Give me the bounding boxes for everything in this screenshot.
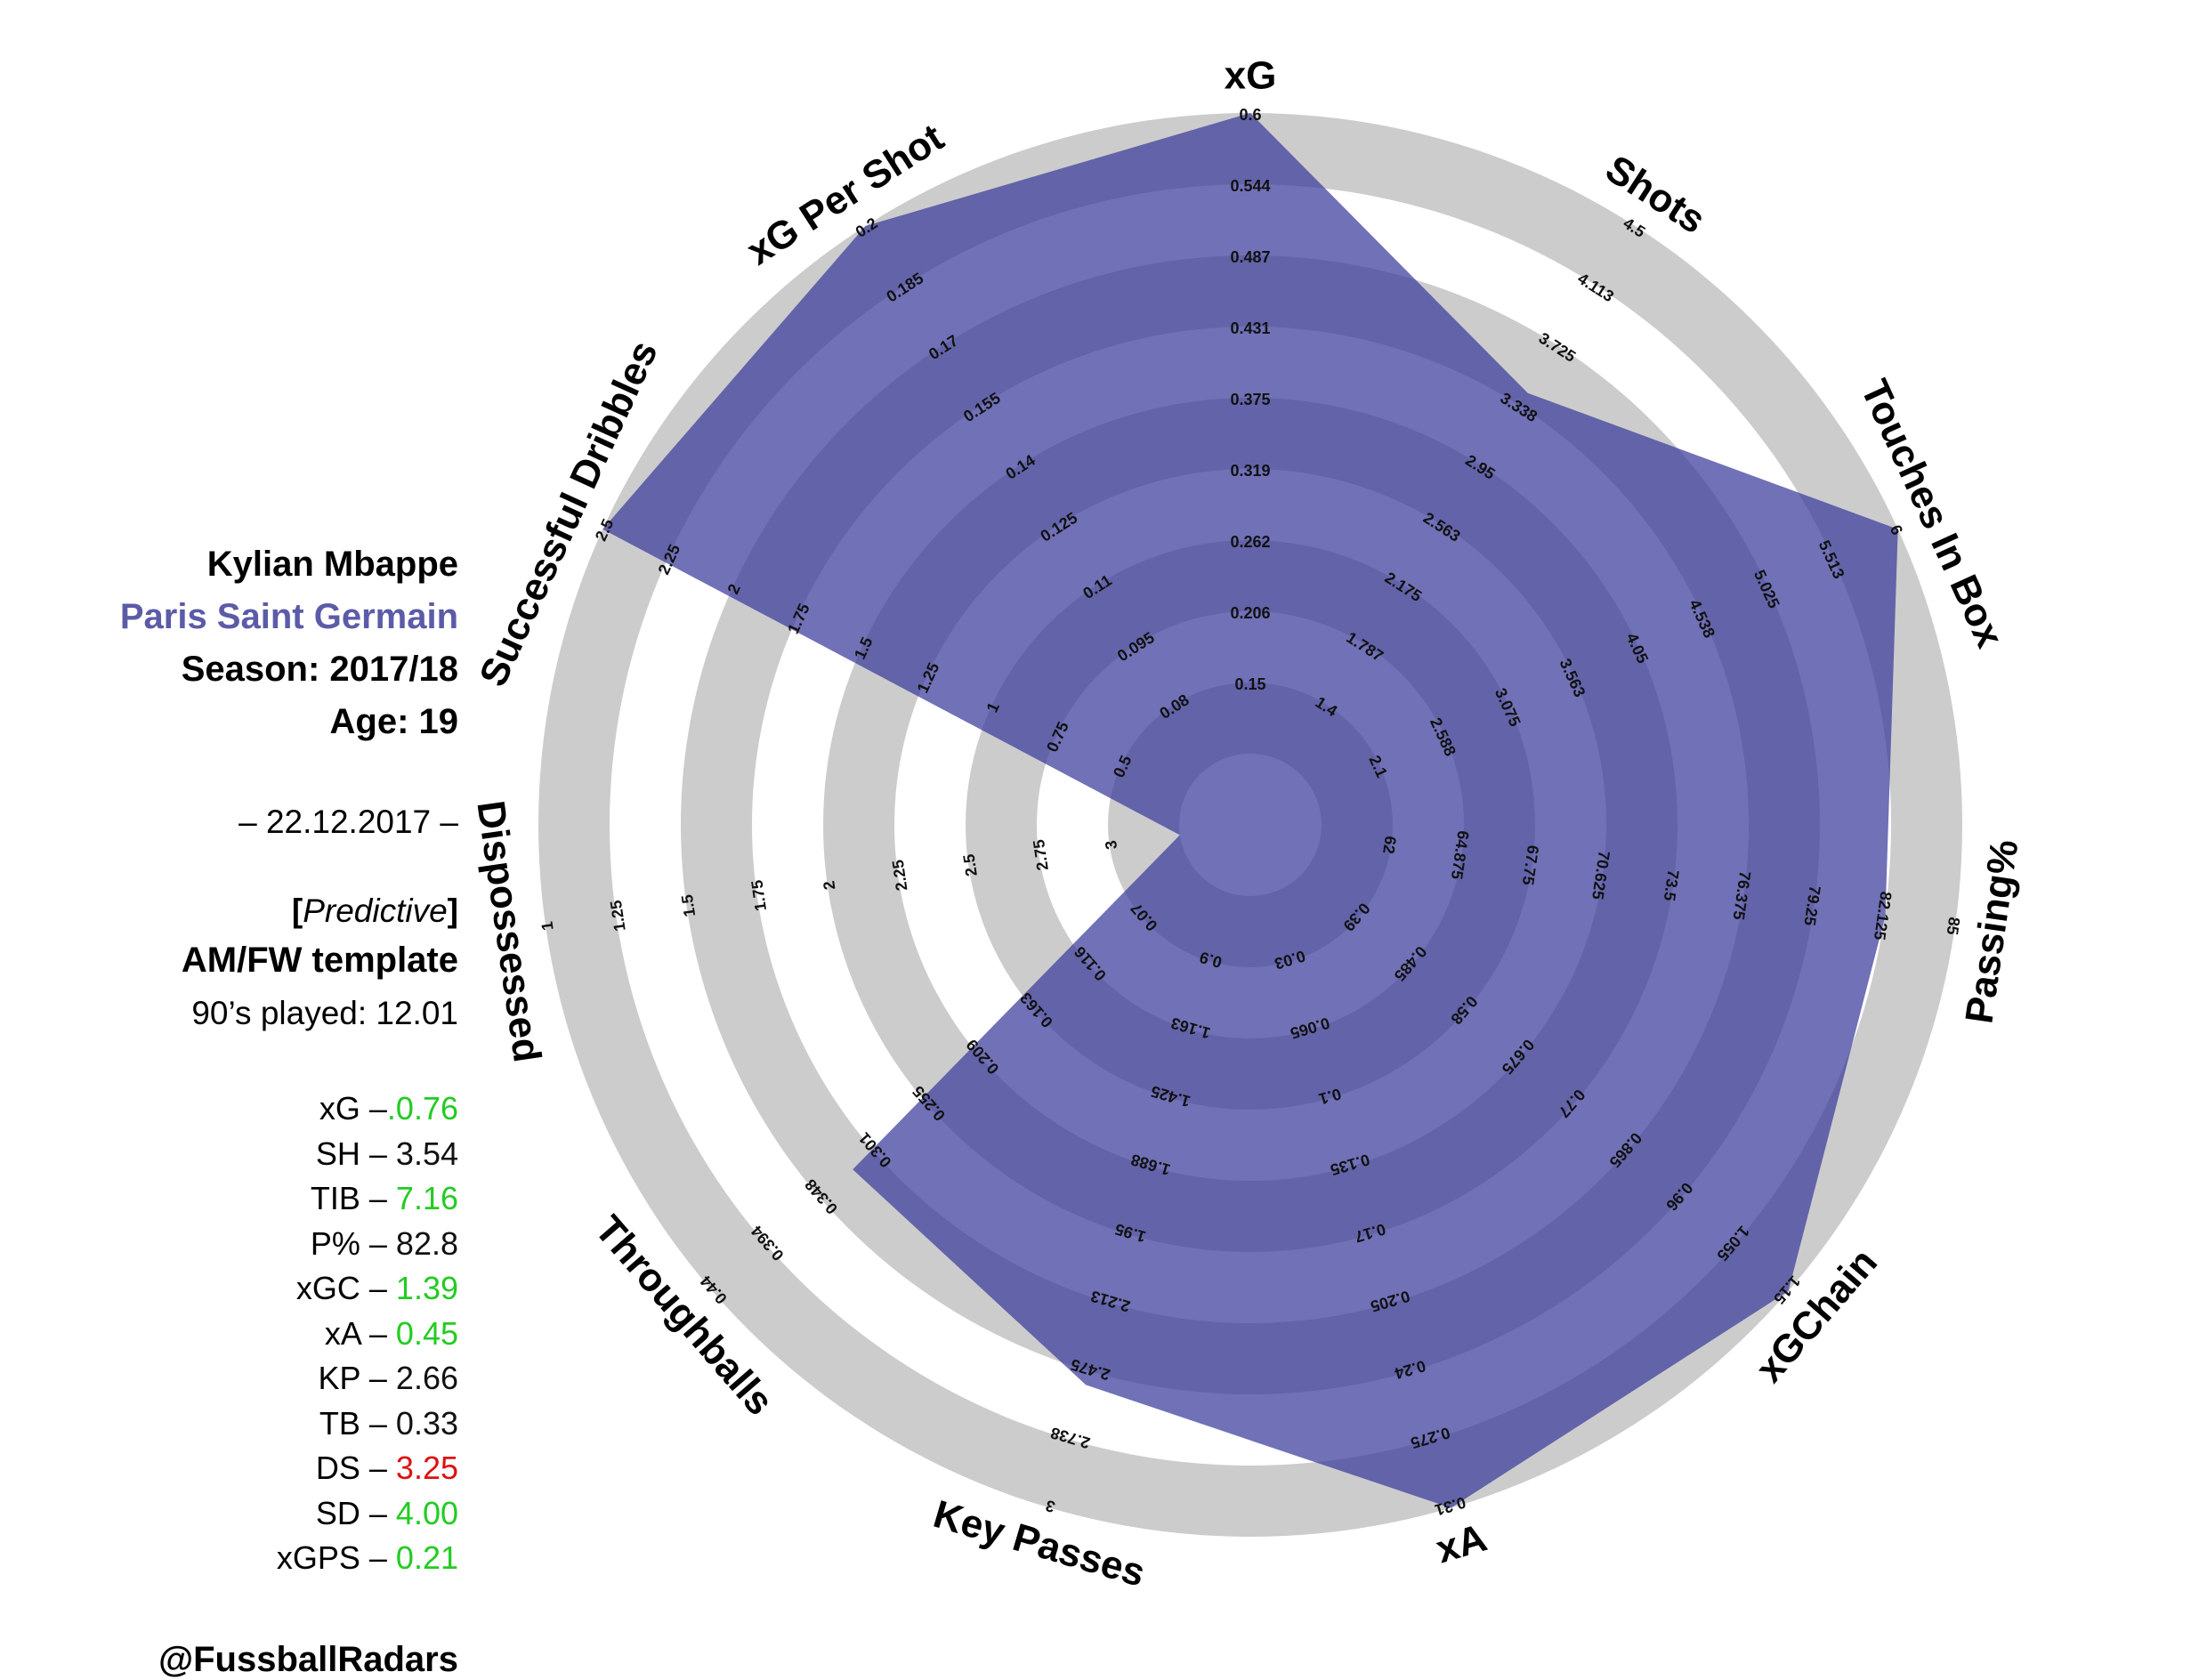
radar-tick-label: 0.206 — [1230, 604, 1270, 622]
radar-tick-label: 2.5 — [960, 852, 981, 877]
stat-row: xGC – 1.39 — [296, 1270, 458, 1307]
radar-tick-label: 0.544 — [1230, 177, 1270, 195]
radar-tick-label: 0.431 — [1230, 319, 1270, 337]
radar-axis-label: xG — [1225, 54, 1277, 98]
radar-axis-label: xA — [1431, 1515, 1492, 1571]
player-name: Kylian Mbappe — [206, 545, 458, 584]
stat-key: SD – — [315, 1494, 396, 1531]
stat-row: KP – 2.66 — [319, 1360, 458, 1397]
stat-row: SH – 3.54 — [316, 1135, 458, 1173]
stat-key: xG – — [319, 1090, 387, 1127]
radar-tick-label: 1.25 — [607, 899, 629, 933]
radar-polygon — [602, 113, 1898, 1508]
model-label: [Predictive] — [292, 892, 458, 930]
stat-value: 4.00 — [395, 1494, 458, 1531]
radar-tick-label: 1 — [538, 920, 556, 932]
stat-value: 3.54 — [395, 1135, 458, 1172]
stat-row: TB – 0.33 — [319, 1405, 458, 1442]
stat-key: KP – — [318, 1360, 396, 1396]
template-label: AM/FW template — [181, 941, 458, 980]
stat-row: xA – 0.45 — [325, 1315, 458, 1353]
radar-tick-label: 2.25 — [889, 859, 911, 892]
stat-row: xGPS – 0.21 — [277, 1539, 458, 1577]
stat-value: 0.21 — [395, 1539, 458, 1576]
stat-key: xGC – — [295, 1270, 396, 1306]
radar-tick-label: 0.319 — [1230, 462, 1270, 480]
club-name: Paris Saint Germain — [119, 597, 458, 636]
stat-value: .0.76 — [386, 1090, 458, 1127]
season-label: Season: 2017/18 — [181, 650, 458, 689]
date-label: – 22.12.2017 – — [238, 804, 458, 840]
stat-row: xG –.0.76 — [319, 1090, 458, 1127]
age-label: Age: 19 — [329, 702, 459, 741]
stat-row: P% – 82.8 — [311, 1225, 458, 1263]
stat-value: 82.8 — [395, 1224, 458, 1262]
stat-key: xA – — [324, 1314, 396, 1352]
radar-tick-label: 0.487 — [1230, 248, 1270, 266]
stat-value: 1.39 — [395, 1270, 458, 1306]
stat-value: 0.45 — [395, 1314, 458, 1352]
stat-key: TIB – — [310, 1180, 396, 1216]
stat-row: SD – 4.00 — [316, 1495, 458, 1532]
radar-tick-label: 62 — [1379, 835, 1400, 855]
radar-tick-label: 3 — [1102, 839, 1120, 851]
nineties-label: 90’s played: 12.01 — [191, 995, 458, 1031]
radar-tick-label: 73.5 — [1661, 868, 1683, 902]
stat-key: DS – — [315, 1450, 396, 1486]
radar-tick-label: 2.75 — [1030, 838, 1052, 872]
model-bracket-open: [ — [291, 892, 303, 929]
stat-value: 0.33 — [395, 1404, 458, 1442]
radar-axis-label: Dispossessed — [468, 798, 549, 1065]
radar-tick-label: 0.15 — [1234, 675, 1265, 693]
stat-key: P% – — [310, 1224, 396, 1262]
radar-tick-label: 0.262 — [1230, 533, 1270, 551]
stat-value: 2.66 — [395, 1360, 458, 1396]
radar-tick-label: 1.75 — [748, 879, 770, 913]
model-name: Predictive — [303, 892, 448, 929]
stat-row: TIB – 7.16 — [311, 1180, 458, 1217]
radar-tick-label: 0.375 — [1230, 391, 1270, 408]
stat-row: DS – 3.25 — [316, 1450, 458, 1487]
model-bracket-close: ] — [447, 892, 458, 929]
radar-tick-label: 85 — [1944, 916, 1964, 936]
radar-axis-label: Passing% — [1957, 836, 2026, 1026]
stat-key: TB – — [319, 1404, 396, 1442]
radar-tick-label: 1.5 — [678, 893, 699, 918]
radar-tick-label: 2 — [820, 880, 838, 892]
stat-value: 3.25 — [395, 1450, 458, 1486]
stat-key: SH – — [315, 1135, 396, 1172]
stat-key: xGPS – — [276, 1539, 396, 1576]
radar-tick-label: 0.6 — [1239, 106, 1261, 124]
stat-value: 7.16 — [395, 1180, 458, 1216]
